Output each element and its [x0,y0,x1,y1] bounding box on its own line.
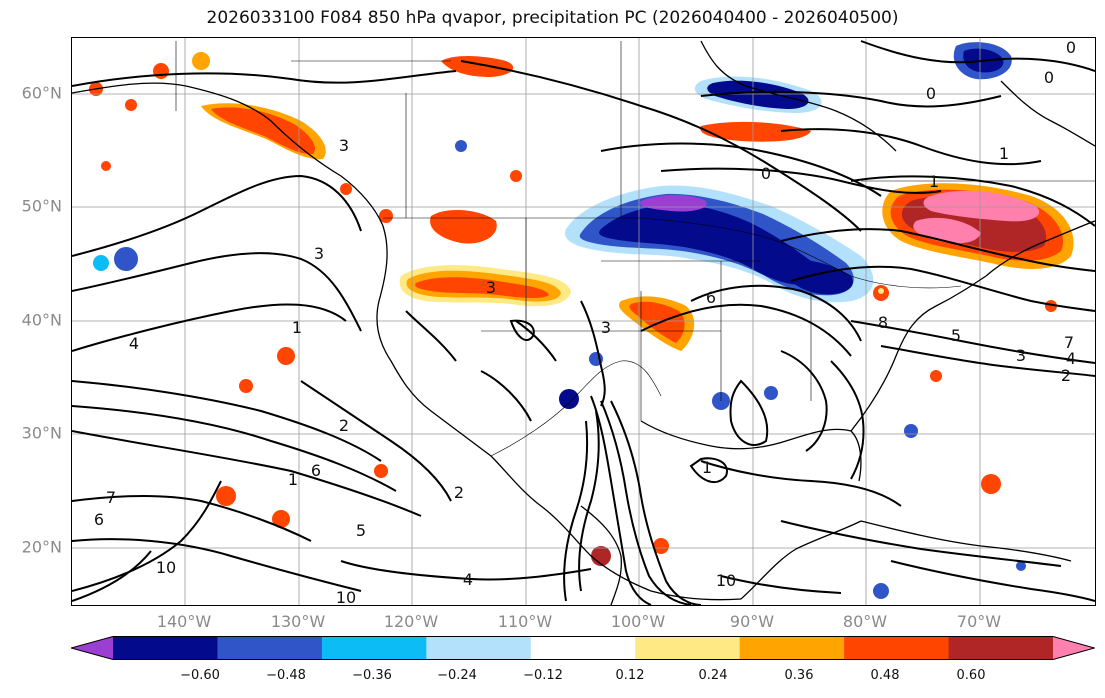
contour-label: 1 [288,470,298,489]
colorbar [69,636,1097,660]
contour-label: 3 [1016,346,1026,365]
map-panel: 0 0 0 0 1 1 1 1 1 2 2 2 3 3 3 3 3 4 4 4 … [71,37,1096,606]
colorbar-tick: 0.12 [615,668,645,683]
colorbar-swatch [321,636,427,660]
colorbar-tick: 0.60 [956,668,986,683]
contour-label: 1 [292,318,302,337]
lat-label-30n: 30°N [21,423,62,443]
lon-label-110w: 110°W [497,612,553,631]
contour-label: 6 [706,288,716,307]
colorbar-swatch [113,636,218,660]
colorbar-swatch [844,636,950,660]
contour-label: 0 [1066,38,1076,57]
contour-label: 0 [1044,68,1054,87]
lat-label-60n: 60°N [21,83,62,103]
political-borders [175,41,1095,457]
map-canvas: 0 0 0 0 1 1 1 1 1 2 2 2 3 3 3 3 3 4 4 4 … [72,38,1095,605]
colorbar-tick: −0.48 [266,668,306,683]
contour-label: 3 [601,318,611,337]
contour-label: 10 [336,588,356,605]
lat-label-20n: 20°N [21,537,62,557]
contour-label: 0 [926,84,936,103]
colorbar-svg [69,636,1097,660]
contour-label: 6 [311,461,321,480]
lon-label-80w: 80°W [842,612,888,631]
contour-label: 3 [339,136,349,155]
contour-label: 1 [702,458,712,477]
colorbar-swatch [217,636,323,660]
contour-label: 2 [339,416,349,435]
colorbar-tick: −0.12 [523,668,563,683]
contour-label: 1 [929,172,939,191]
lon-label-140w: 140°W [156,612,212,631]
colorbar-tick: 0.36 [784,668,814,683]
lat-label-50n: 50°N [21,196,62,216]
contour-label: 5 [951,326,961,345]
contour-label: 2 [454,483,464,502]
contour-label: 0 [761,164,771,183]
contour-label: 4 [1066,349,1076,368]
contour-label: 10 [156,558,176,577]
contour-label: 4 [463,570,473,589]
colorbar-tick: −0.36 [352,668,392,683]
map-title: 2026033100 F084 850 hPa qvapor, precipit… [206,8,899,28]
colorbar-tick: 0.24 [698,668,728,683]
scattered-cells [89,52,1057,599]
lon-label-90w: 90°W [729,612,775,631]
contour-label: 3 [486,278,496,297]
contour-label: 2 [1061,366,1071,385]
colorbar-swatch [426,636,532,660]
contour-label: 7 [1064,333,1074,352]
coastlines [72,40,1095,605]
colorbar-tick: −0.24 [437,668,477,683]
colorbar-swatch [530,636,636,660]
colorbar-swatch [948,636,1054,660]
colorbar-swatch [635,636,741,660]
colorbar-tick: 0.48 [870,668,900,683]
lon-label-70w: 70°W [956,612,1002,631]
contour-label: 10 [716,571,736,590]
contour-label: 6 [94,510,104,529]
contour-label: 7 [106,488,116,507]
contour-label: 1 [999,144,1009,163]
contour-label: 3 [314,244,324,263]
lon-label-120w: 120°W [383,612,439,631]
colorbar-swatch [1053,636,1095,660]
lon-label-100w: 100°W [610,612,666,631]
contour-label: 5 [356,521,366,540]
qvapor-contours [72,40,1095,605]
colorbar-tick: −0.60 [180,668,220,683]
colorbar-swatch [71,636,113,660]
precip-shading [89,42,1074,599]
lon-label-130w: 130°W [270,612,326,631]
contour-label: 4 [129,334,139,353]
lat-label-40n: 40°N [21,310,62,330]
colorbar-swatch [739,636,845,660]
contour-label: 8 [878,313,888,332]
contour-labels: 0 0 0 0 1 1 1 1 1 2 2 2 3 3 3 3 3 4 4 4 … [94,38,1076,605]
